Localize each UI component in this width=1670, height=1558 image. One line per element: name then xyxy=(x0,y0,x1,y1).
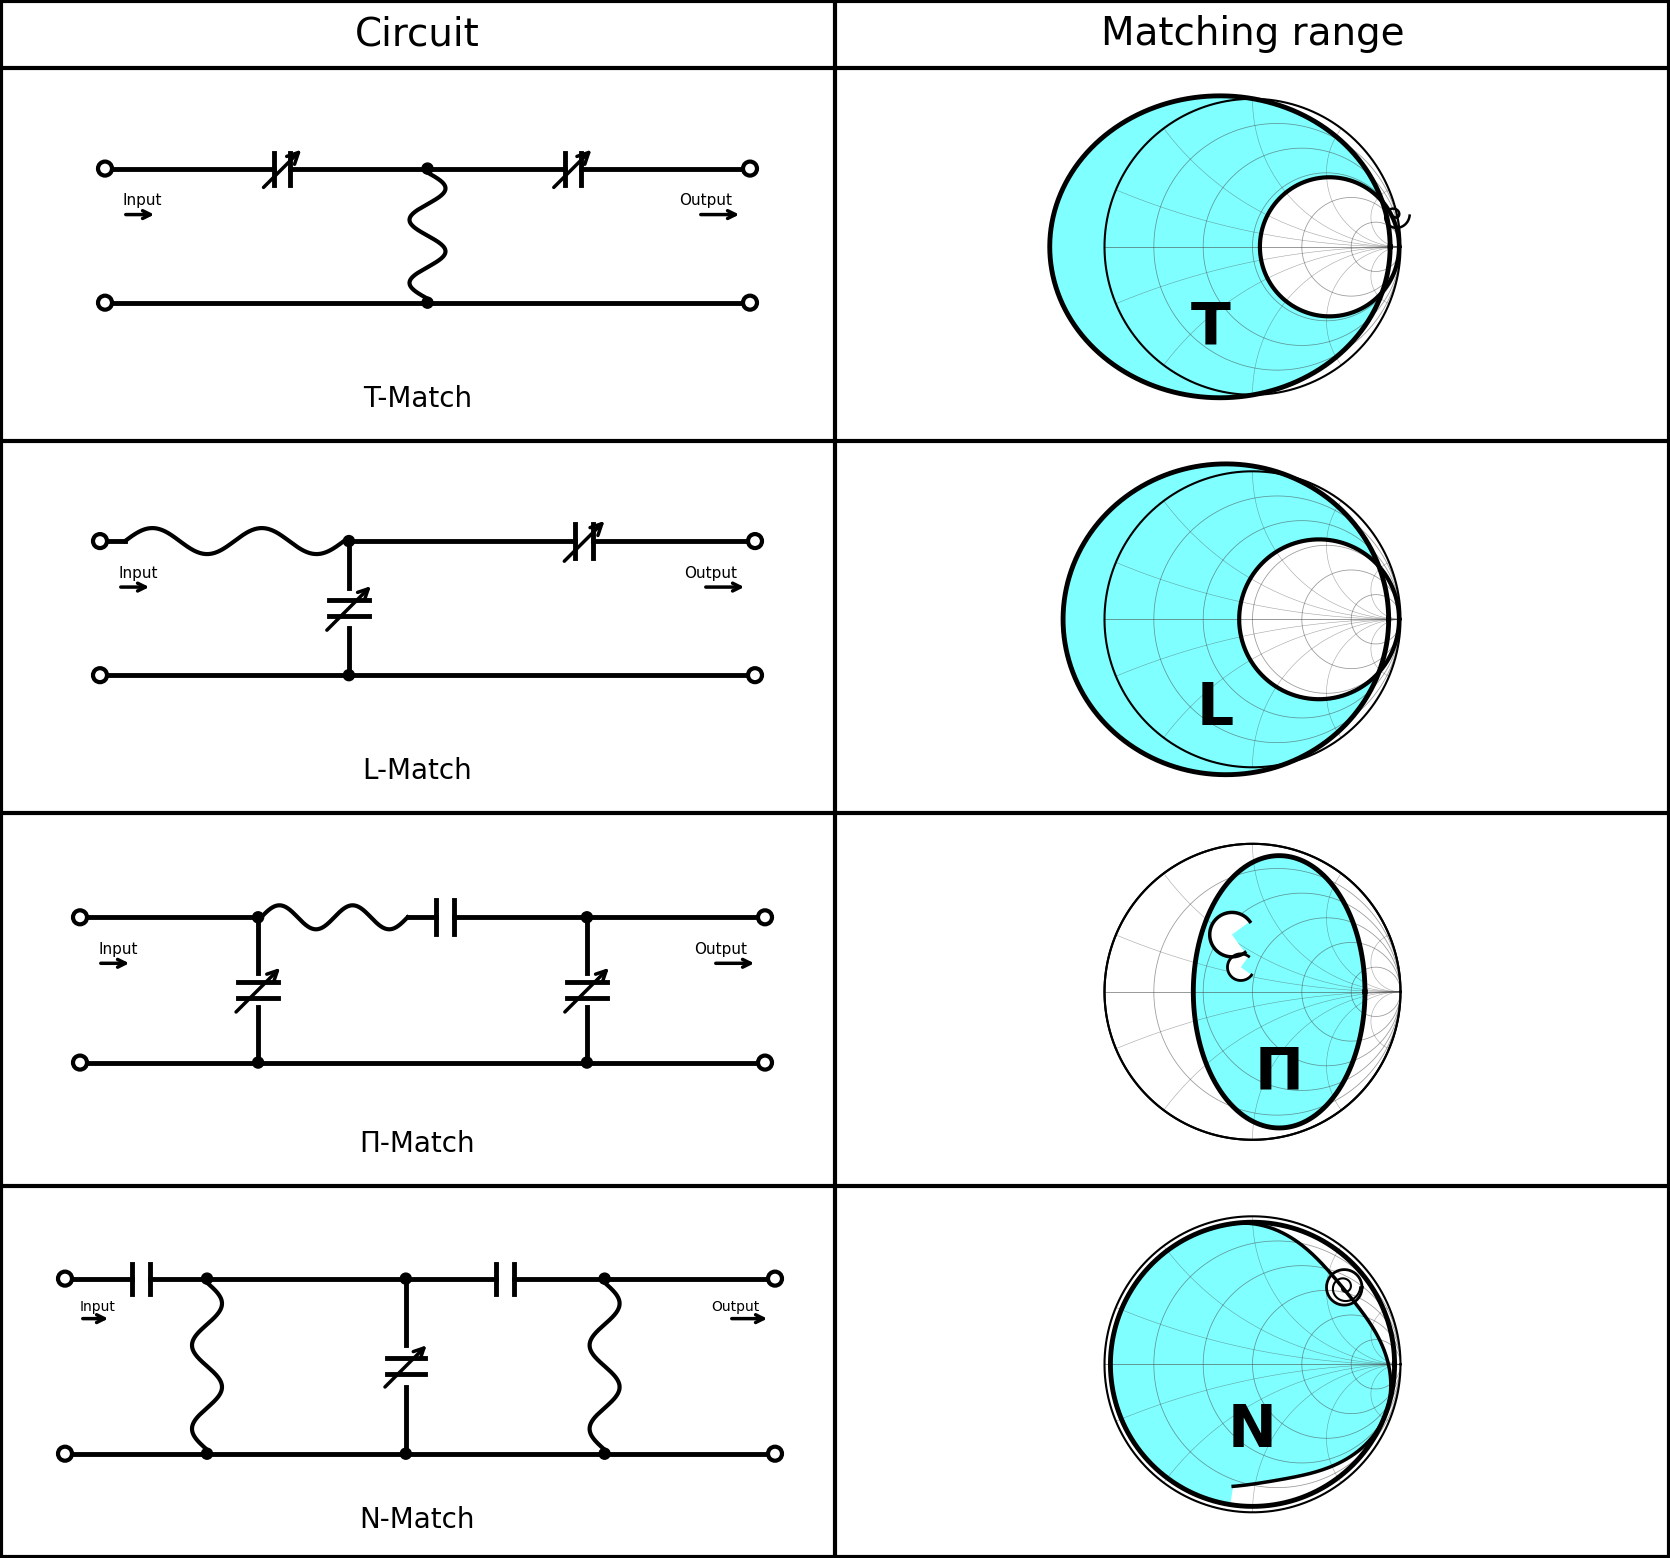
Text: Input: Input xyxy=(99,941,137,957)
Text: Input: Input xyxy=(124,193,162,209)
Text: Output: Output xyxy=(680,193,731,209)
Circle shape xyxy=(202,1449,212,1460)
Circle shape xyxy=(58,1447,72,1461)
Text: N-Match: N-Match xyxy=(359,1507,476,1535)
Circle shape xyxy=(73,910,87,924)
Circle shape xyxy=(401,1449,411,1460)
Circle shape xyxy=(58,1271,72,1285)
Text: Input: Input xyxy=(119,566,157,581)
Circle shape xyxy=(748,534,762,548)
Circle shape xyxy=(743,162,757,176)
Circle shape xyxy=(600,1273,610,1284)
Text: T-Match: T-Match xyxy=(362,385,473,413)
Text: N: N xyxy=(1227,1402,1278,1460)
Circle shape xyxy=(94,668,107,682)
Circle shape xyxy=(99,296,112,310)
Text: Output: Output xyxy=(685,566,736,581)
Text: Output: Output xyxy=(711,1299,760,1313)
Text: T: T xyxy=(1191,299,1231,357)
Circle shape xyxy=(748,668,762,682)
Text: L: L xyxy=(1197,679,1234,737)
Circle shape xyxy=(344,670,354,681)
Circle shape xyxy=(423,164,433,174)
Text: Π: Π xyxy=(1254,1045,1304,1102)
Circle shape xyxy=(252,911,264,922)
Circle shape xyxy=(423,298,433,308)
Circle shape xyxy=(73,1056,87,1070)
Text: Π-Match: Π-Match xyxy=(359,1130,476,1158)
Polygon shape xyxy=(1259,178,1399,316)
Circle shape xyxy=(344,536,354,547)
Circle shape xyxy=(743,296,757,310)
Text: Matching range: Matching range xyxy=(1101,16,1404,53)
Polygon shape xyxy=(1227,953,1251,980)
Polygon shape xyxy=(1239,539,1399,700)
Circle shape xyxy=(252,1056,264,1069)
Circle shape xyxy=(768,1271,782,1285)
Circle shape xyxy=(758,910,772,924)
Polygon shape xyxy=(1209,913,1249,957)
Circle shape xyxy=(581,911,593,922)
Text: Output: Output xyxy=(695,941,746,957)
Circle shape xyxy=(94,534,107,548)
Circle shape xyxy=(401,1273,411,1284)
Polygon shape xyxy=(1111,1221,1394,1507)
Text: L-Match: L-Match xyxy=(362,757,473,785)
Polygon shape xyxy=(1050,97,1389,397)
Circle shape xyxy=(581,1056,593,1069)
Circle shape xyxy=(99,162,112,176)
Polygon shape xyxy=(1064,464,1389,774)
Circle shape xyxy=(768,1447,782,1461)
Circle shape xyxy=(758,1056,772,1070)
Circle shape xyxy=(202,1273,212,1284)
Text: Input: Input xyxy=(80,1299,115,1313)
Text: Circuit: Circuit xyxy=(356,16,479,53)
Polygon shape xyxy=(1194,855,1364,1128)
Polygon shape xyxy=(1326,1270,1363,1306)
Polygon shape xyxy=(1231,1221,1394,1507)
Circle shape xyxy=(600,1449,610,1460)
